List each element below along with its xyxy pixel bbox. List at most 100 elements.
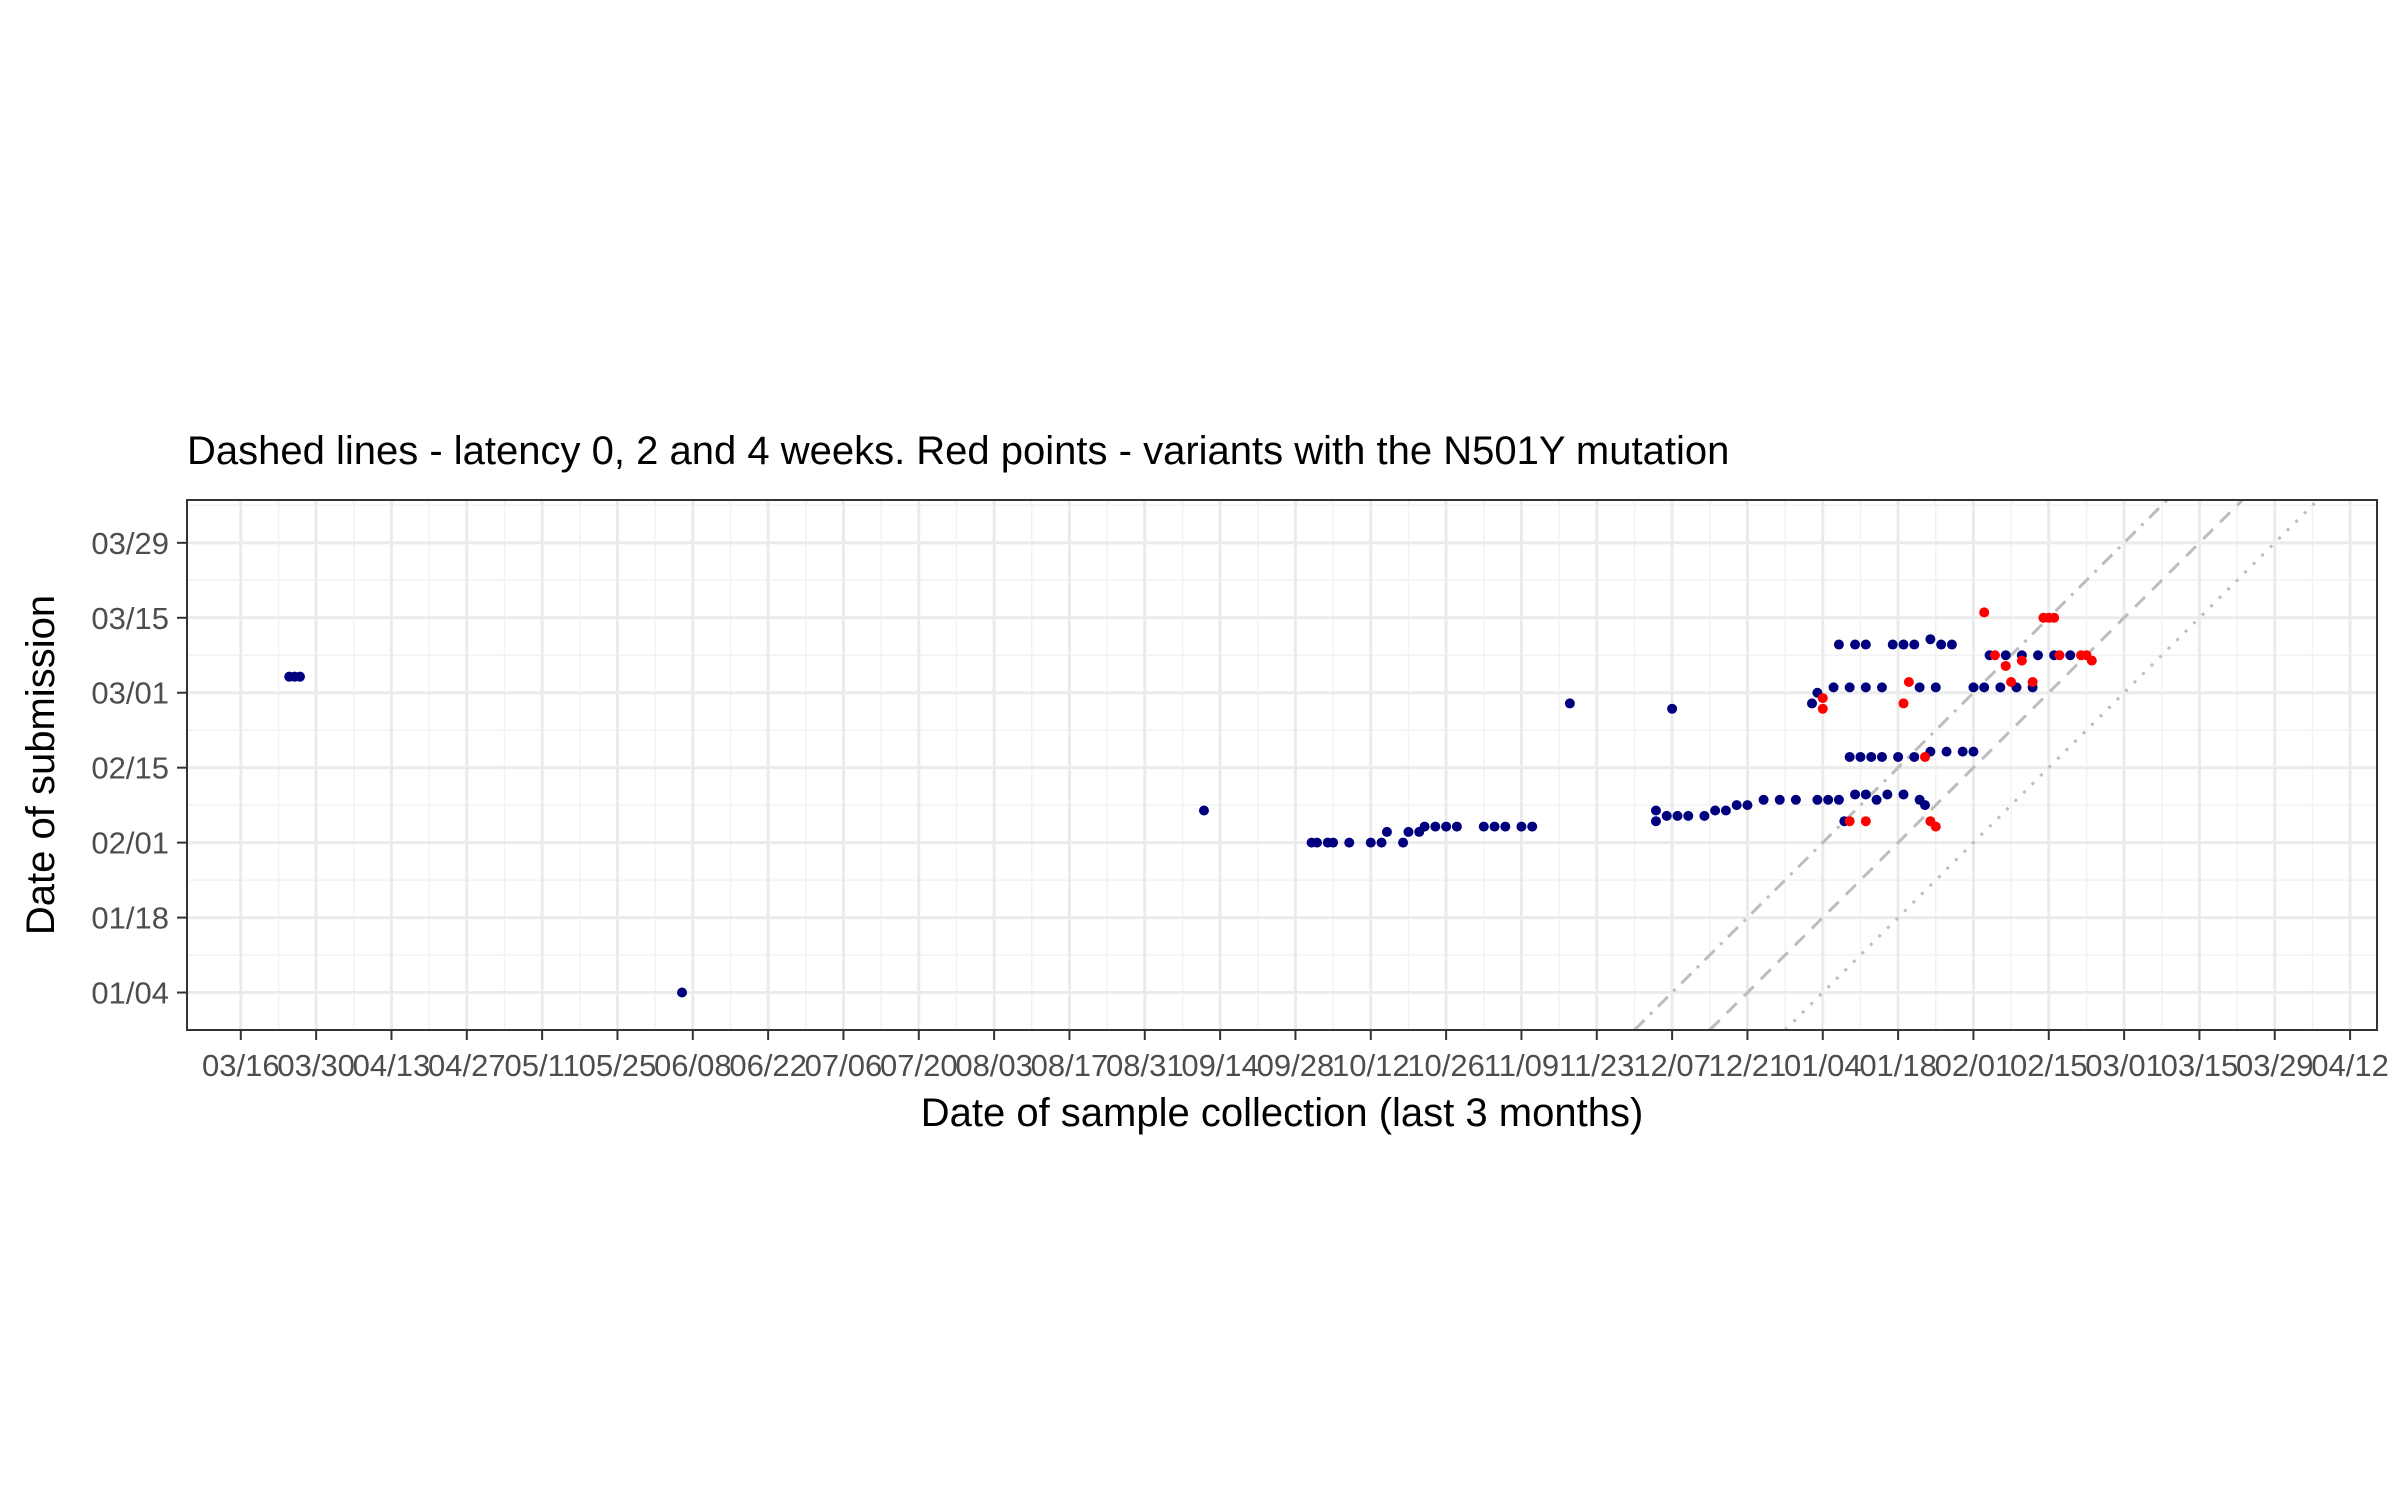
data-point xyxy=(1478,821,1489,832)
data-point-n501y xyxy=(2049,612,2060,623)
data-point xyxy=(1850,639,1861,650)
data-point-n501y xyxy=(2086,655,2097,666)
x-tick-label: 05/11 xyxy=(504,1048,579,1083)
data-point-n501y xyxy=(1920,751,1931,762)
data-point xyxy=(1742,800,1753,811)
data-point xyxy=(294,671,305,682)
data-point xyxy=(1860,639,1871,650)
data-point xyxy=(1398,837,1409,848)
data-point xyxy=(1844,751,1855,762)
data-point xyxy=(1979,682,1990,693)
x-tick-label: 12/21 xyxy=(1709,1048,1787,1083)
grid-minor xyxy=(187,500,2377,1030)
x-tick-label: 04/27 xyxy=(428,1048,506,1083)
data-point xyxy=(1650,805,1661,816)
data-point-n501y xyxy=(2006,677,2017,688)
grid-major xyxy=(187,500,2377,1030)
data-point xyxy=(1920,800,1931,811)
data-point xyxy=(1898,639,1909,650)
data-point-n501y xyxy=(2000,660,2011,671)
data-point xyxy=(1876,682,1887,693)
y-tick-label: 03/01 xyxy=(91,676,169,711)
plot-panel-border xyxy=(186,499,2378,1031)
latency-line-2-weeks xyxy=(1708,498,2244,1032)
data-point xyxy=(1376,837,1387,848)
y-tick-label: 02/01 xyxy=(91,826,169,861)
data-point xyxy=(1823,794,1834,805)
x-tick-label: 06/08 xyxy=(654,1048,732,1083)
x-tick-label: 08/03 xyxy=(955,1048,1033,1083)
latency-line-4-weeks xyxy=(1633,498,2169,1032)
data-point xyxy=(1699,810,1710,821)
x-tick-label: 09/14 xyxy=(1181,1048,1259,1083)
data-point xyxy=(677,987,688,998)
data-point xyxy=(1790,794,1801,805)
x-tick-label: 01/18 xyxy=(1859,1048,1937,1083)
data-point xyxy=(1650,816,1661,827)
data-point-n501y xyxy=(2016,655,2027,666)
x-tick-label: 01/04 xyxy=(1784,1048,1862,1083)
data-point xyxy=(1451,821,1462,832)
data-point xyxy=(1564,698,1575,709)
data-point xyxy=(1774,794,1785,805)
x-tick-label: 03/16 xyxy=(202,1048,280,1083)
data-point xyxy=(1672,810,1683,821)
data-point-n501y xyxy=(1903,677,1914,688)
x-tick-label: 03/29 xyxy=(2236,1048,2314,1083)
data-point xyxy=(1850,789,1861,800)
data-point xyxy=(1936,639,1947,650)
data-point xyxy=(2000,650,2011,661)
x-tick-label: 06/22 xyxy=(729,1048,807,1083)
data-point-n501y xyxy=(1817,703,1828,714)
data-point xyxy=(1807,698,1818,709)
y-tick-label: 02/15 xyxy=(91,751,169,786)
x-tick-label: 04/12 xyxy=(2311,1048,2389,1083)
data-point xyxy=(1833,639,1844,650)
data-point xyxy=(1860,682,1871,693)
data-point xyxy=(1365,837,1376,848)
data-point xyxy=(1403,826,1414,837)
data-point xyxy=(1430,821,1441,832)
data-point-n501y xyxy=(1989,650,2000,661)
data-point-n501y xyxy=(1860,816,1871,827)
latency-line-0-weeks xyxy=(1784,498,2319,1032)
data-point-n501y xyxy=(1898,698,1909,709)
x-tick-label: 07/06 xyxy=(805,1048,883,1083)
data-point xyxy=(1941,746,1952,757)
data-point xyxy=(1871,794,1882,805)
data-point xyxy=(1844,682,1855,693)
y-axis-label: Date of submission xyxy=(19,595,63,935)
data-point xyxy=(1527,821,1538,832)
chart-title: Dashed lines - latency 0, 2 and 4 weeks.… xyxy=(187,429,1729,473)
data-point-n501y xyxy=(1979,607,1990,618)
data-point xyxy=(1909,751,1920,762)
data-point xyxy=(1968,682,1979,693)
x-tick-label: 02/15 xyxy=(2010,1048,2088,1083)
data-points xyxy=(284,607,2097,998)
x-tick-label: 09/28 xyxy=(1257,1048,1335,1083)
data-point xyxy=(1758,794,1769,805)
data-point xyxy=(1946,639,1957,650)
x-tick-label: 03/30 xyxy=(277,1048,355,1083)
x-axis-label: Date of sample collection (last 3 months… xyxy=(921,1091,1644,1135)
x-tick-label: 10/26 xyxy=(1407,1048,1485,1083)
y-axis: 01/04 01/18 02/01 02/15 03/01 03/15 03/29 xyxy=(91,526,187,1011)
data-point xyxy=(1860,789,1871,800)
data-point xyxy=(1328,837,1339,848)
x-tick-label: 02/01 xyxy=(1935,1048,2013,1083)
data-point xyxy=(1661,810,1672,821)
data-point xyxy=(2033,650,2044,661)
plot-panel-background xyxy=(187,500,2377,1030)
data-point xyxy=(1198,805,1209,816)
y-tick-label: 03/15 xyxy=(91,601,169,636)
data-point xyxy=(2065,650,2076,661)
data-point xyxy=(1833,794,1844,805)
x-tick-label: 05/25 xyxy=(579,1048,657,1083)
x-tick-label: 10/12 xyxy=(1332,1048,1410,1083)
data-point xyxy=(1914,682,1925,693)
data-point xyxy=(1968,746,1979,757)
data-point xyxy=(1441,821,1452,832)
data-point xyxy=(1344,837,1355,848)
x-tick-label: 08/17 xyxy=(1031,1048,1109,1083)
x-tick-label: 04/13 xyxy=(353,1048,431,1083)
